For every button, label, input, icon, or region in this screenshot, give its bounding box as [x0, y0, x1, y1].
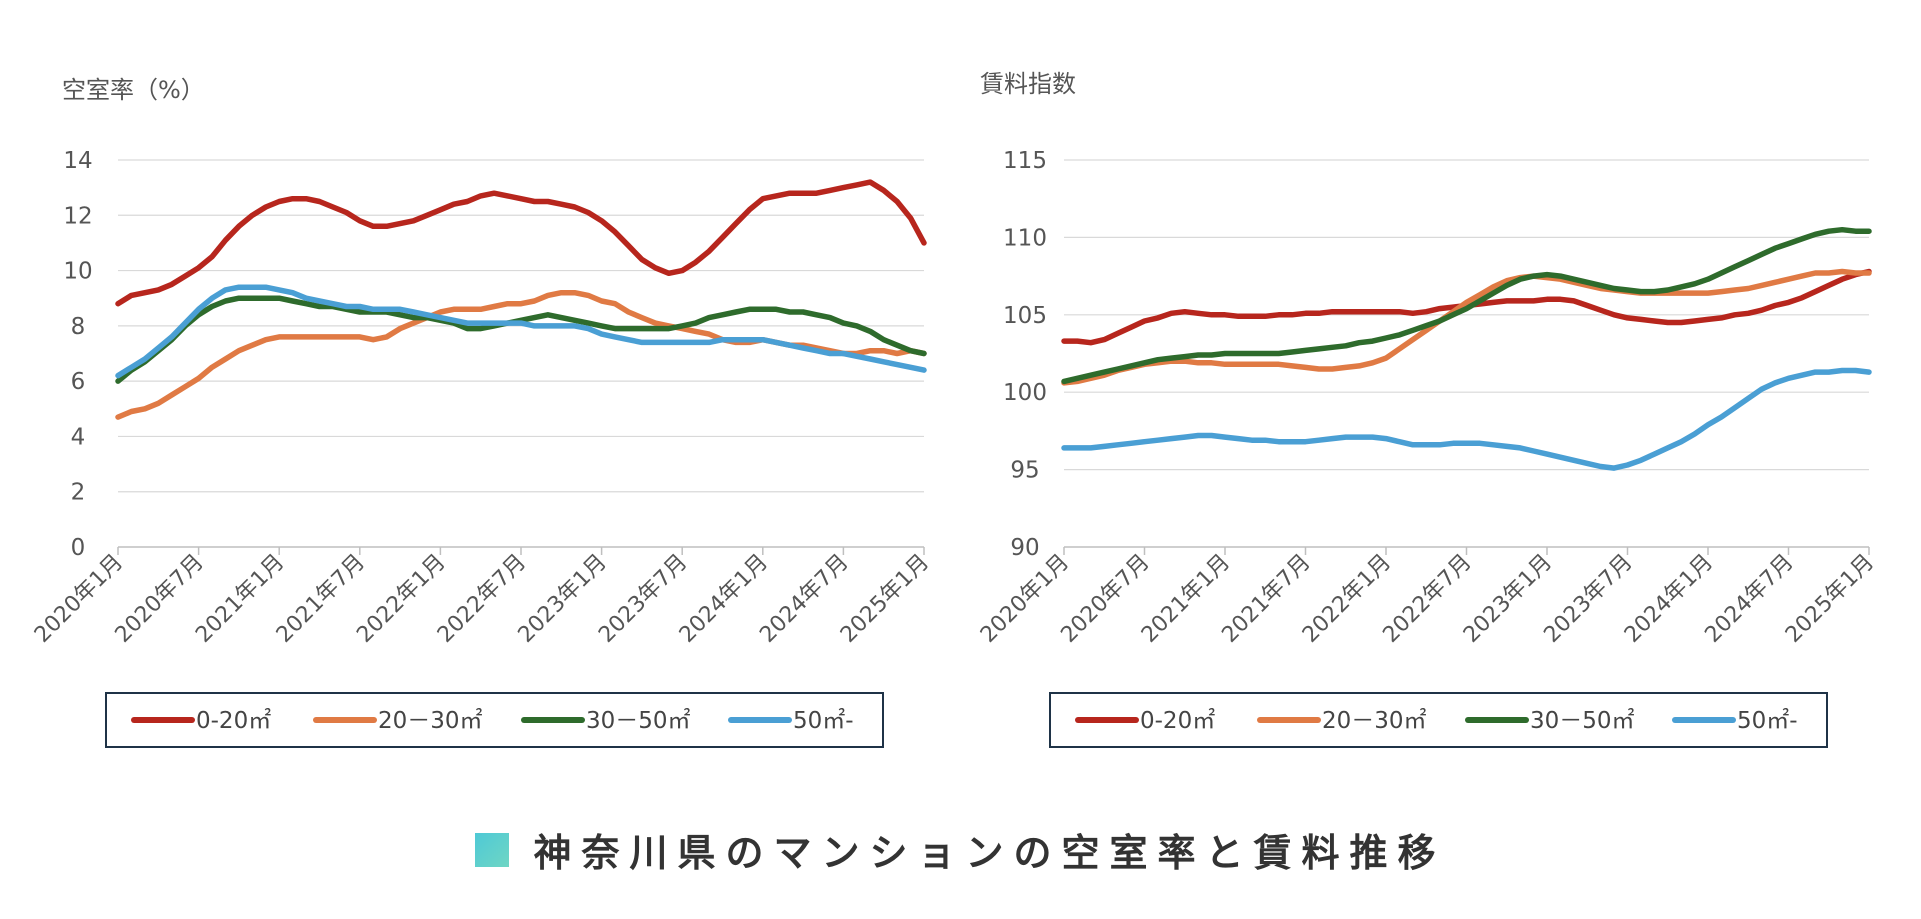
page-title: 神奈川県のマンションの空室率と賃料推移: [533, 831, 1446, 875]
y-tick-label: 2: [71, 480, 86, 506]
page-title-block: 神奈川県のマンションの空室率と賃料推移: [0, 822, 1921, 877]
legend-label: 30－50㎡: [1530, 708, 1635, 734]
legend-label: 0-20㎡: [1140, 708, 1215, 734]
chart-vacancy-rate: 空室率（%）024681012142020年1月2020年7月2021年1月20…: [30, 76, 934, 748]
y-tick-label: 100: [1003, 380, 1047, 406]
series-line-3: [115, 295, 927, 384]
y-tick-label: 0: [71, 535, 86, 561]
legend-label: 0-20㎡: [196, 708, 271, 734]
y-tick-label: 6: [71, 369, 86, 395]
y-tick-label: 105: [1003, 303, 1047, 329]
y-axis-title: 空室率（%）: [62, 76, 205, 104]
legend-label: 30－50㎡: [586, 708, 691, 734]
legend-label: 50㎡-: [793, 708, 854, 734]
legend-label: 50㎡-: [1737, 708, 1798, 734]
legend-label: 20－30㎡: [1322, 708, 1427, 734]
series-line-3: [1061, 226, 1872, 385]
series-line-1: [115, 179, 927, 307]
series-line-4: [115, 284, 927, 379]
y-tick-label: 4: [71, 424, 86, 450]
chart-rent-index: 賃料指数90951001051101152020年1月2020年7月2021年1…: [976, 70, 1879, 748]
y-tick-label: 14: [63, 148, 92, 174]
series-line-4: [1061, 367, 1872, 471]
y-tick-label: 90: [1010, 535, 1039, 561]
y-tick-label: 110: [1003, 225, 1047, 251]
y-axis-title: 賃料指数: [980, 70, 1076, 98]
y-tick-label: 95: [1010, 458, 1039, 484]
y-tick-label: 115: [1003, 148, 1047, 174]
series-line-2: [1061, 268, 1872, 386]
title-marker-square: [475, 832, 510, 867]
legend-label: 20－30㎡: [378, 708, 483, 734]
y-tick-label: 10: [63, 259, 92, 285]
y-tick-label: 8: [71, 314, 86, 340]
y-tick-label: 12: [63, 203, 92, 229]
